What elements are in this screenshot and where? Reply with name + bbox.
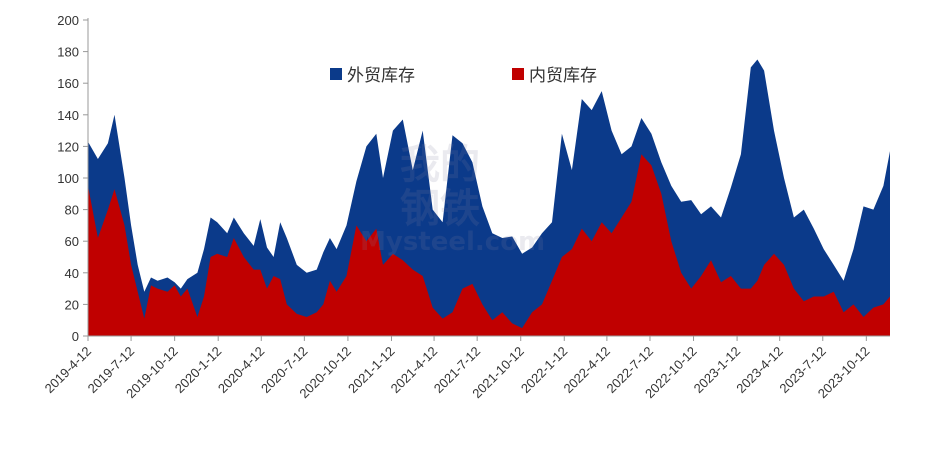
watermark-line2: 钢铁 [400, 186, 480, 232]
y-tick-label-120: 120 [57, 139, 79, 154]
series-area-1 [88, 154, 890, 336]
y-tick-label-40: 40 [65, 266, 79, 281]
y-tick-label-140: 140 [57, 108, 79, 123]
y-tick-label-180: 180 [57, 45, 79, 60]
watermark-brand: Mysteel.com [360, 227, 545, 257]
watermark-line1: 我的 [400, 142, 480, 188]
series-area-0 [88, 59, 890, 336]
y-tick-label-60: 60 [65, 234, 79, 249]
y-tick-label-200: 200 [57, 13, 79, 28]
legend-label-0: 外贸库存 [347, 66, 415, 86]
mysteel-watermark: 我的 钢铁 Mysteel.com [360, 142, 545, 257]
y-tick-label-80: 80 [65, 203, 79, 218]
y-tick-label-100: 100 [57, 171, 79, 186]
legend-label-1: 内贸库存 [529, 66, 597, 86]
legend-swatch-0 [330, 68, 342, 80]
legend: 外贸库存 内贸库存 [330, 66, 597, 86]
series-areas [88, 59, 890, 336]
y-tick-label-160: 160 [57, 76, 79, 91]
legend-swatch-1 [512, 68, 524, 80]
y-tick-label-20: 20 [65, 297, 79, 312]
y-tick-label-0: 0 [72, 329, 79, 344]
